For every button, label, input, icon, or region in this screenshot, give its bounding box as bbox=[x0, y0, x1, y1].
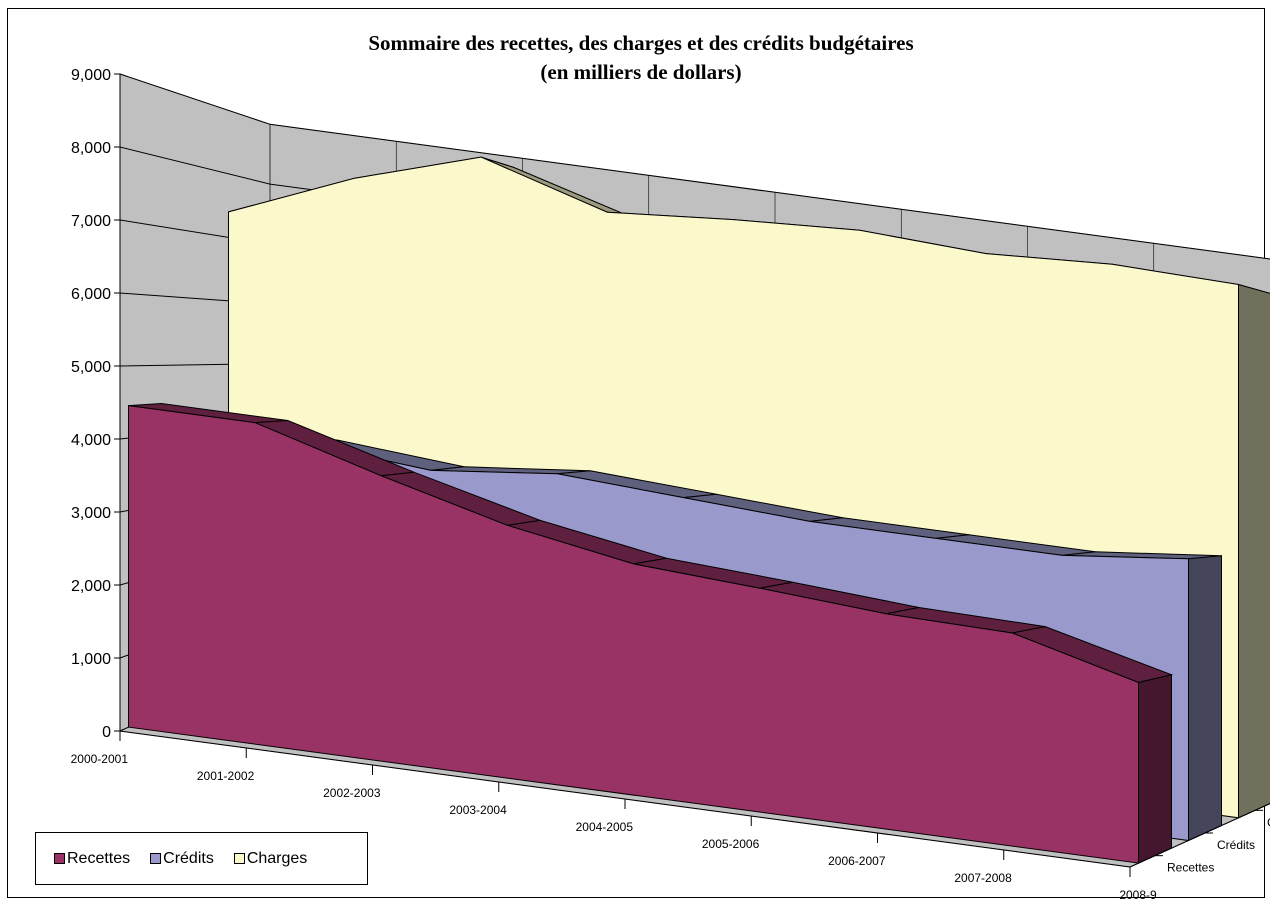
series-recettes bbox=[128, 402, 1174, 864]
y-tick-label: 8,000 bbox=[71, 140, 111, 157]
legend-swatch-charges bbox=[233, 853, 245, 864]
x-tick-label: 2007-2008 bbox=[954, 871, 1012, 885]
legend: Recettes Crédits Charges bbox=[35, 832, 368, 885]
series-front-face bbox=[128, 405, 1139, 864]
x-tick-label: 2002-2003 bbox=[323, 786, 381, 800]
y-axis: 0 1,000 2,000 3,000 4,000 5,000 6,000 7,000 8,00… bbox=[71, 67, 121, 741]
depth-tick-label: Crédits bbox=[1217, 838, 1255, 852]
series-layer bbox=[128, 156, 1270, 864]
series-end-face bbox=[1138, 674, 1172, 864]
y-tick-label: 1,000 bbox=[71, 651, 111, 668]
depth-tick-label: Charges bbox=[1267, 815, 1270, 829]
x-tick-label: 2000-2001 bbox=[71, 752, 129, 766]
x-axis: 2000-2001 2001-2002 2002-2003 2003-2004 2004… bbox=[71, 730, 1157, 902]
legend-label-credits: Crédits bbox=[163, 849, 214, 867]
x-tick-label: 2003-2004 bbox=[449, 803, 507, 817]
x-tick-label: 2006-2007 bbox=[828, 854, 886, 868]
chart-title: Sommaire des recettes, des charges et de… bbox=[368, 31, 913, 55]
x-tick-label: 2004-2005 bbox=[576, 820, 634, 834]
legend-swatch-recettes bbox=[54, 853, 65, 864]
legend-swatch-credits bbox=[150, 853, 162, 864]
legend-label-recettes: Recettes bbox=[67, 849, 131, 867]
y-tick-label: 4,000 bbox=[71, 432, 111, 449]
y-tick-label: 7,000 bbox=[71, 213, 111, 230]
y-tick-label: 6,000 bbox=[71, 286, 111, 303]
series-end-face bbox=[1188, 555, 1222, 842]
x-tick-label: 2001-2002 bbox=[197, 769, 255, 783]
depth-tick-label: Recettes bbox=[1167, 861, 1214, 875]
legend-item-charges: Charges bbox=[233, 849, 308, 868]
y-tick-label: 2,000 bbox=[71, 578, 111, 595]
x-tick-label: 2005-2006 bbox=[702, 837, 760, 851]
y-tick-label: 3,000 bbox=[71, 505, 111, 522]
series-end-face bbox=[1238, 283, 1270, 819]
legend-item-recettes: Recettes bbox=[54, 850, 130, 868]
legend-item-credits: Crédits bbox=[150, 850, 214, 868]
legend-label-charges: Charges bbox=[246, 849, 308, 867]
y-tick-label: 9,000 bbox=[71, 67, 111, 84]
x-tick-label: 2008-9 bbox=[1119, 888, 1157, 902]
chart-subtitle: (en milliers de dollars) bbox=[540, 60, 741, 84]
y-tick-label: 0 bbox=[102, 724, 111, 741]
y-tick-label: 5,000 bbox=[71, 359, 111, 376]
